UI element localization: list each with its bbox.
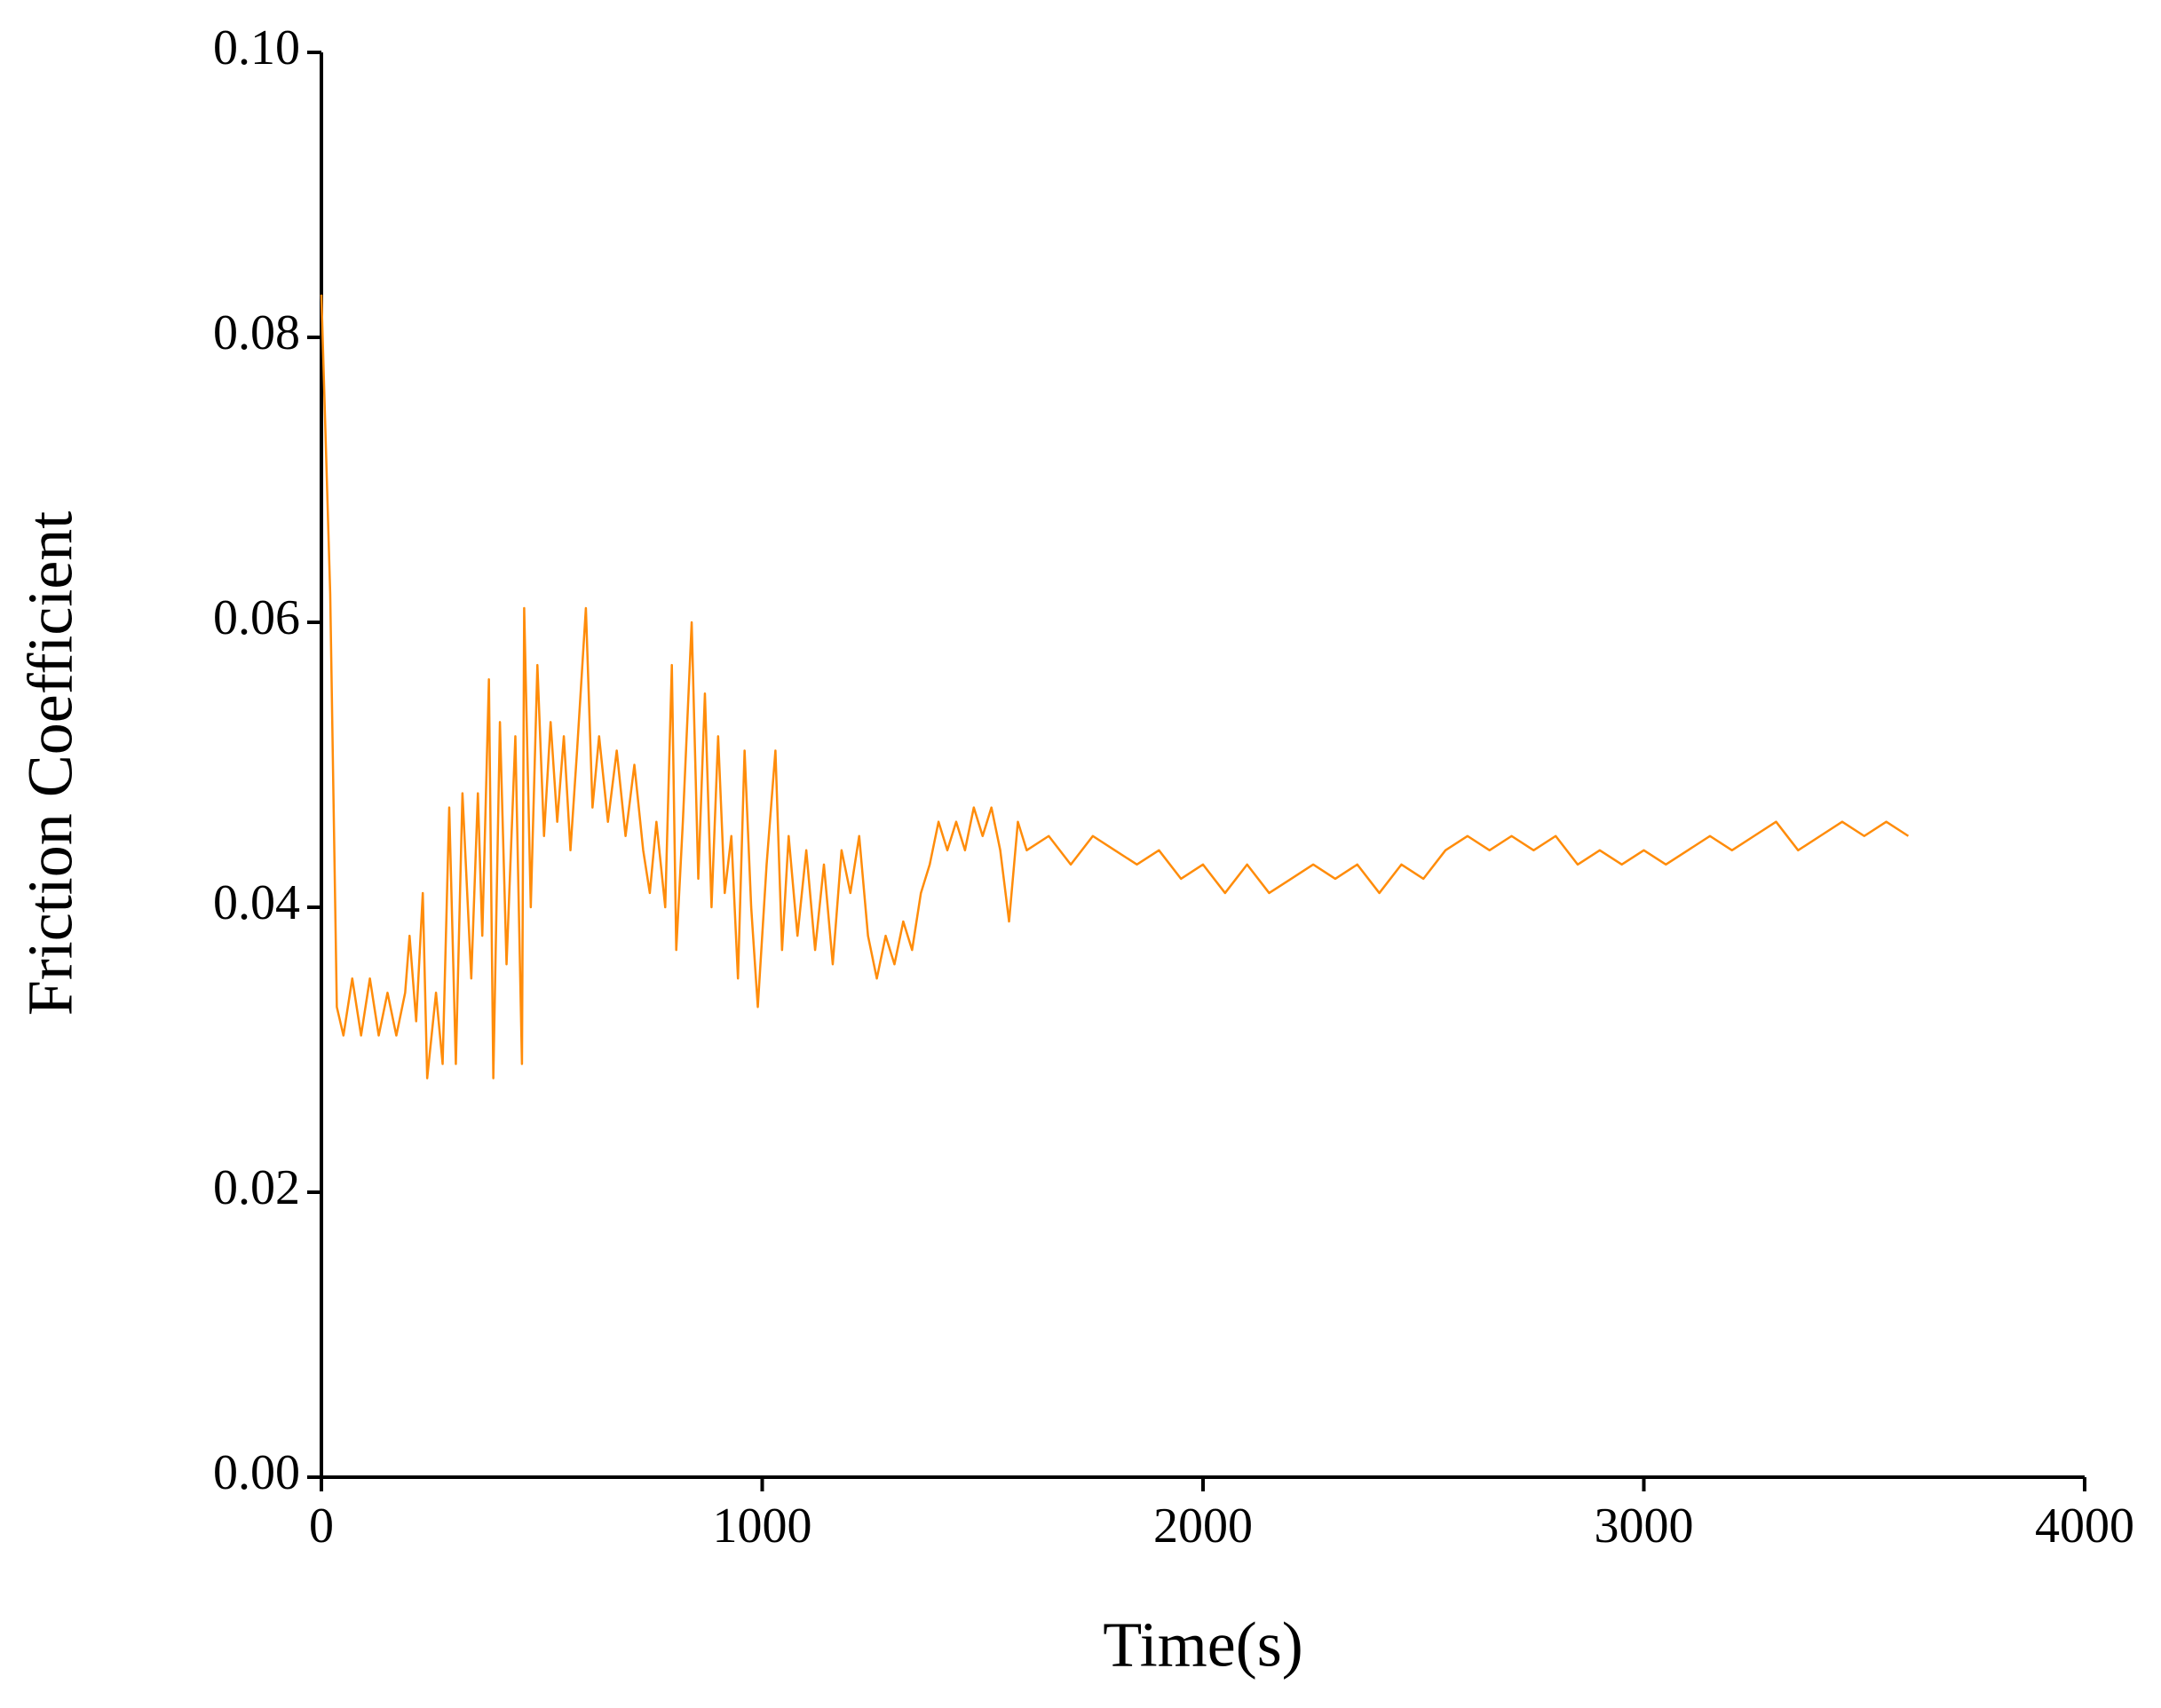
x-tick-label: 0 [309, 1498, 334, 1554]
y-tick-label: 0.00 [213, 1445, 300, 1500]
y-tick-label: 0.08 [213, 305, 300, 360]
y-tick-label: 0.06 [213, 590, 300, 645]
y-tick-label: 0.04 [213, 875, 300, 930]
x-tick-label: 2000 [1153, 1498, 1253, 1554]
data-line [320, 294, 1910, 1079]
y-axis-label: Friction Coefficient [15, 511, 86, 1016]
x-axis-label: Time(s) [1103, 1609, 1302, 1680]
x-tick-label: 3000 [1595, 1498, 1694, 1554]
x-tick-label: 1000 [713, 1498, 812, 1554]
y-tick-label: 0.02 [213, 1160, 300, 1215]
x-tick-label: 4000 [2035, 1498, 2134, 1554]
y-tick-label: 0.10 [213, 20, 300, 75]
